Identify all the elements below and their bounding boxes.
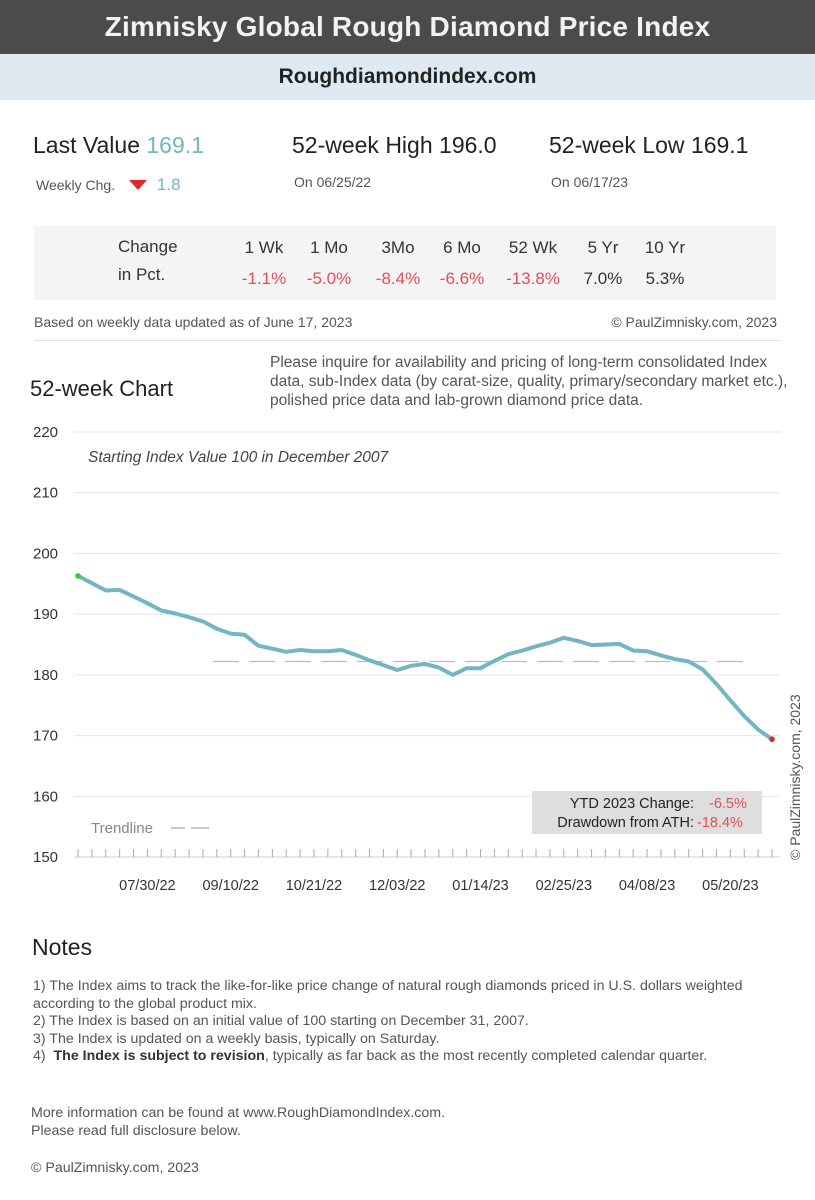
disclosure-line: Please read full disclosure below. (31, 1123, 241, 1139)
chart-annotation: Starting Index Value 100 in December 200… (88, 449, 390, 466)
weekly-change: Weekly Chg. 1.8 (36, 175, 181, 195)
change-table: Change in Pct. 1 Wk -1.1% 1 Mo -5.0% 3Mo -8.4… (34, 226, 776, 300)
y-tick-label: 220 (33, 424, 58, 441)
last-value-label: Last Value (33, 132, 140, 158)
page-title: Zimnisky Global Rough Diamond Price Inde… (104, 11, 711, 42)
drawdown-value: -18.4% (697, 815, 743, 831)
high-stat: 52-week High 196.0 (292, 132, 497, 159)
weekly-chg-label: Weekly Chg. (36, 177, 116, 193)
note-item: 3) The Index is updated on a weekly basi… (33, 1030, 440, 1047)
change-period-value: -13.8% (506, 269, 560, 288)
weekly-chg-value: 1.8 (156, 175, 181, 194)
drawdown-label: Drawdown from ATH: (557, 815, 694, 831)
start-point (75, 573, 81, 579)
price-chart: 150 160 170 180 190 200 210 220 Starting Index … (33, 424, 780, 894)
change-period-value: -6.6% (439, 269, 485, 288)
low-value: 169.1 (690, 132, 749, 158)
copyright-top: © PaulZimnisky.com, 2023 (611, 314, 777, 330)
change-period-header: 1 Mo (310, 238, 348, 257)
more-info: More information can be found at www.Rou… (31, 1104, 445, 1140)
x-tick-label: 04/08/23 (619, 878, 675, 894)
based-on-note: Based on weekly data updated as of June … (34, 314, 353, 330)
divider (34, 340, 780, 341)
y-tick-label: 150 (33, 849, 58, 866)
y-tick-label: 160 (33, 788, 58, 805)
ytd-label: YTD 2023 Change: (570, 796, 694, 812)
x-tick-label: 07/30/22 (119, 878, 175, 894)
change-period-header: 1 Wk (244, 238, 284, 257)
x-tick-label: 05/20/23 (702, 878, 758, 894)
change-period-header: 52 Wk (508, 238, 558, 257)
change-period-header: 10 Yr (644, 238, 686, 257)
inquire-text: Please inquire for availability and pric… (270, 354, 788, 409)
change-label-line1: Change (118, 237, 178, 256)
last-value: 169.1 (146, 132, 204, 158)
low-date: On 06/17/23 (551, 174, 629, 190)
last-value-stat: Last Value 169.1 (33, 132, 204, 159)
title-bar: Zimnisky Global Rough Diamond Price Inde… (0, 0, 815, 54)
notes-title: Notes (32, 934, 93, 960)
note-4-rest: , typically as far back as the most rece… (264, 1048, 708, 1064)
change-period-value: -8.4% (375, 269, 421, 288)
notes-list: 1) The Index aims to track the like-for-… (33, 978, 793, 1066)
down-arrow-icon (129, 180, 147, 191)
end-point (769, 736, 775, 743)
y-tick-label: 170 (33, 728, 58, 745)
trendline-legend-label: Trendline (91, 820, 153, 837)
change-period-value: 7.0% (583, 269, 623, 288)
x-tick-label: 01/14/23 (452, 878, 508, 894)
note-4-bold: The Index is subject to revision (53, 1048, 265, 1064)
ytd-box-bg (532, 791, 762, 834)
change-label-line2: in Pct. (118, 265, 166, 284)
x-tick-label: 12/03/22 (369, 878, 425, 894)
change-period-header: 6 Mo (443, 238, 481, 257)
high-value: 196.0 (439, 132, 497, 158)
chart-title: 52-week Chart (30, 376, 174, 401)
site-bar: Roughdiamondindex.com (0, 54, 815, 100)
high-label: 52-week High (292, 132, 433, 158)
change-period-value: 5.3% (645, 269, 685, 288)
footer-copyright: © PaulZimnisky.com, 2023 (31, 1160, 199, 1176)
site-link[interactable]: Roughdiamondindex.com (278, 65, 537, 88)
y-tick-label: 190 (33, 606, 58, 623)
change-period-value: -5.0% (306, 269, 352, 288)
change-period-header: 3Mo (381, 238, 415, 257)
low-stat: 52-week Low 169.1 (549, 132, 748, 159)
copyright-vertical: © PaulZimnisky.com, 2023 (787, 694, 803, 860)
note-item: 2) The Index is based on an initial valu… (33, 1013, 529, 1029)
high-date: On 06/25/22 (294, 174, 372, 190)
change-period-header: 5 Yr (587, 238, 619, 257)
ytd-value: -6.5% (709, 796, 747, 812)
x-tick-label: 09/10/22 (202, 878, 258, 894)
note-4-prefix: 4) (33, 1048, 46, 1064)
change-period-value: -1.1% (241, 269, 287, 288)
y-tick-label: 180 (33, 667, 58, 684)
x-tick-label: 02/25/23 (536, 878, 592, 894)
more-info-line: More information can be found at www.Rou… (31, 1105, 446, 1121)
low-label: 52-week Low (549, 132, 685, 158)
note-item: 4) The Index is subject to revision, typ… (33, 1048, 793, 1066)
y-tick-label: 200 (33, 545, 58, 562)
x-tick-label: 10/21/22 (286, 878, 342, 894)
index-series-line (76, 573, 774, 742)
y-tick-label: 210 (33, 485, 58, 502)
note-item: 1) The Index aims to track the like-for-… (33, 978, 743, 1012)
